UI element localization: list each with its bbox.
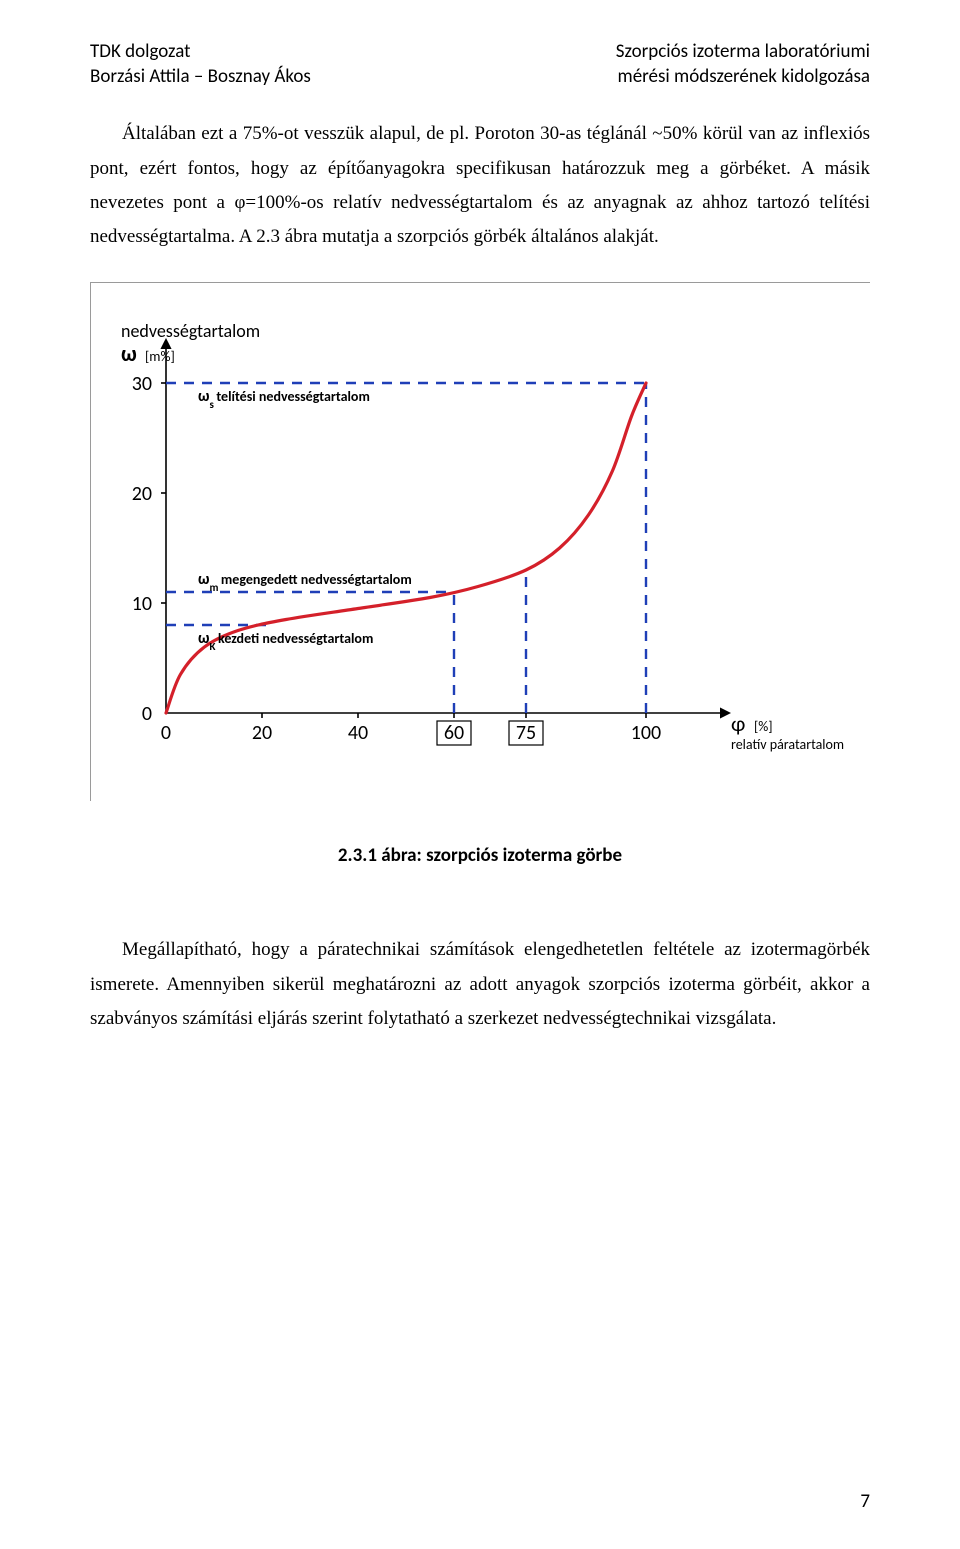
- svg-text:ω: ω: [121, 340, 137, 367]
- sorption-isotherm-chart: 0 10 20 30 0 20 40 60 75 100 φ [%]relatív páratarta…: [91, 293, 861, 783]
- svg-text:[m%]: [m%]: [145, 348, 175, 365]
- svg-text:φ: φ: [731, 710, 745, 737]
- page-number: 7: [860, 1485, 870, 1519]
- svg-text:40: 40: [348, 721, 368, 745]
- svg-text:0: 0: [142, 702, 152, 726]
- paragraph-2: Megállapítható, hogy a páratechnikai szá…: [90, 933, 870, 1036]
- paragraph-1: Általában ezt a 75%-ot vesszük alapul, d…: [90, 117, 870, 254]
- header-left: TDK dolgozat Borzási Attila – Bosznay Ák…: [90, 40, 311, 89]
- header-right: Szorpciós izoterma laboratóriumi mérési …: [616, 40, 870, 89]
- figure-caption: 2.3.1 ábra: szorpciós izoterma görbe: [90, 839, 870, 873]
- svg-text:ωK kezdeti nedvességtartalom: ωK kezdeti nedvességtartalom: [198, 629, 373, 653]
- svg-text:ωs telítési nedvességtartalom: ωs telítési nedvességtartalom: [198, 387, 370, 411]
- svg-text:20: 20: [132, 482, 152, 506]
- svg-text:75: 75: [516, 721, 536, 745]
- svg-text:100: 100: [631, 721, 661, 745]
- figure-frame: 0 10 20 30 0 20 40 60 75 100 φ [%]relatív páratarta…: [90, 282, 870, 801]
- svg-text:0: 0: [161, 721, 171, 745]
- paragraph-1-text: Általában ezt a 75%-ot vesszük alapul, d…: [90, 123, 870, 247]
- svg-text:[%]: [%]: [754, 718, 773, 735]
- svg-text:60: 60: [444, 721, 464, 745]
- svg-text:ωm megengedett nedvességtartal: ωm megengedett nedvességtartalom: [198, 570, 412, 594]
- svg-text:relatív páratartalom: relatív páratartalom: [731, 736, 844, 753]
- header-left-line1: TDK dolgozat: [90, 40, 311, 65]
- header-left-line2: Borzási Attila – Bosznay Ákos: [90, 65, 311, 90]
- svg-text:10: 10: [132, 592, 152, 616]
- svg-text:20: 20: [252, 721, 272, 745]
- page-header: TDK dolgozat Borzási Attila – Bosznay Ák…: [90, 40, 870, 89]
- svg-text:30: 30: [132, 372, 152, 396]
- page: TDK dolgozat Borzási Attila – Bosznay Ák…: [0, 0, 960, 1549]
- header-right-line1: Szorpciós izoterma laboratóriumi: [616, 40, 870, 65]
- svg-text:nedvességtartalom: nedvességtartalom: [121, 320, 260, 342]
- paragraph-2-text: Megállapítható, hogy a páratechnikai szá…: [90, 939, 870, 1028]
- header-right-line2: mérési módszerének kidolgozása: [616, 65, 870, 90]
